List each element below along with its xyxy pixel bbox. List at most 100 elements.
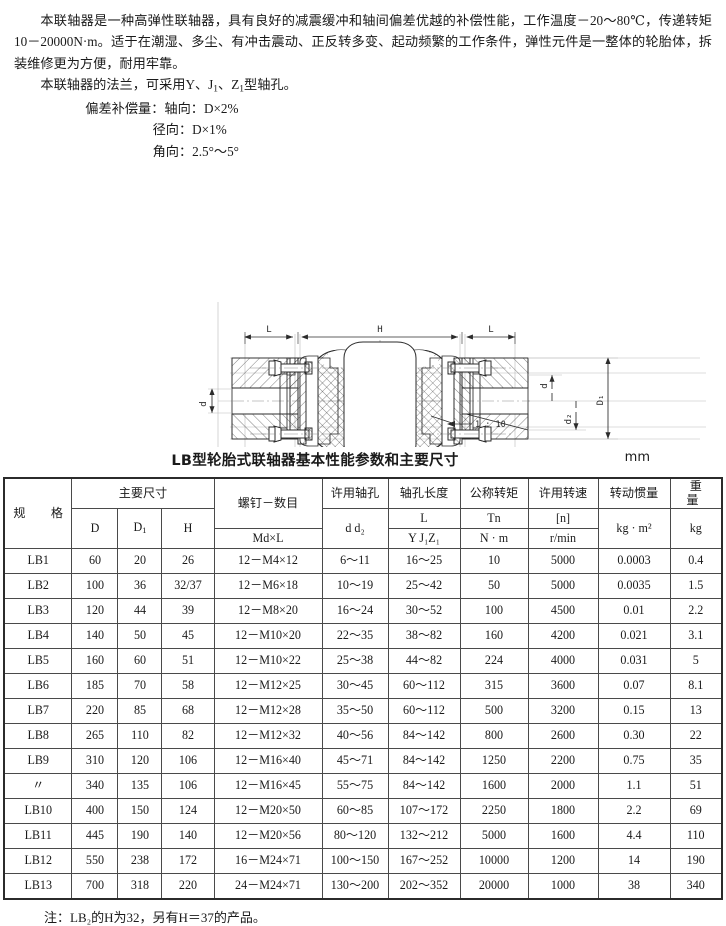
cell-spec: 〃	[2, 773, 73, 800]
cell-borelen: 16～25	[387, 548, 461, 575]
cell-speed: 2600	[527, 723, 599, 750]
table-row: LB9 310 120 106 12－M16×40 45～71 84～142 1250 2200…	[2, 748, 723, 775]
cell-borelen: 84～142	[387, 773, 461, 800]
cell-spec: LB9	[2, 748, 73, 775]
cell-H: 82	[161, 723, 215, 750]
cell-borelen: 30～52	[387, 598, 461, 625]
cell-spec: LB4	[2, 623, 73, 650]
cell-inertia: 0.01	[597, 598, 671, 625]
cell-bore: 10～19	[321, 573, 389, 600]
offset-radial-line: 径向：D×1%	[152, 122, 227, 138]
dimension-D1-right	[528, 357, 618, 440]
cell-borelen: 84～142	[387, 723, 461, 750]
cell-D: 700	[71, 873, 119, 901]
cell-spec: LB1	[2, 548, 73, 575]
table-body: LB1 60 20 26 12－M4×12 6～11 16～25 10 5000 0.0003 0.…	[2, 548, 723, 901]
table-row: LB11 445 190 140 12－M20×56 80～120 132～212 5000 1…	[2, 823, 723, 850]
cell-speed: 3600	[527, 673, 599, 700]
cell-D: 160	[71, 648, 119, 675]
table-row: 〃 340 135 106 12－M16×45 55～75 84～142 1600 2000 1.…	[2, 773, 723, 800]
table-row: LB8 265 110 82 12－M12×32 40～56 84～142 800 2600 0.…	[2, 723, 723, 750]
cell-weight: 51	[669, 773, 723, 800]
cell-speed: 5000	[527, 573, 599, 600]
cell-speed: 1200	[527, 848, 599, 875]
cell-torque: 10	[459, 548, 529, 575]
offset-angular-line: 角向：2.5°～5°	[152, 143, 239, 159]
cell-speed: 2200	[527, 748, 599, 775]
cell-D: 400	[71, 798, 119, 825]
cell-borelen: 38～82	[387, 623, 461, 650]
th-H: H	[161, 508, 215, 550]
cell-D: 340	[71, 773, 119, 800]
cell-weight: 190	[669, 848, 723, 875]
cell-D1: 20	[117, 548, 163, 575]
th-torque: 公称转矩	[459, 477, 529, 510]
table-row: LB13 700 318 220 24－M24×71 130～200 202～352 2000…	[2, 873, 723, 901]
cell-H: 124	[161, 798, 215, 825]
coupling-cross-section-svg: L H L d d d₂ D₁ 1 : 10	[199, 302, 706, 447]
cell-bore: 55～75	[321, 773, 389, 800]
th-inertia: 转动惯量	[597, 477, 671, 510]
th-speed-symbol: [n]	[527, 508, 599, 530]
table-row: LB7 220 85 68 12－M12×28 35～50 60～112 500 3200 0.1…	[2, 698, 723, 725]
cell-screw: 12－M4×12	[213, 548, 323, 575]
cell-D1: 44	[117, 598, 163, 625]
cell-D: 100	[71, 573, 119, 600]
cell-speed: 2000	[527, 773, 599, 800]
cell-borelen: 25～42	[387, 573, 461, 600]
th-allow-bore-symbol: d d₂	[321, 508, 389, 550]
cell-inertia: 0.021	[597, 623, 671, 650]
th-inertia-unit: kg · m²	[597, 508, 671, 550]
cell-inertia: 38	[597, 873, 671, 901]
cell-bore: 130～200	[321, 873, 389, 901]
cell-speed: 4000	[527, 648, 599, 675]
cell-inertia: 0.0003	[597, 548, 671, 575]
cell-borelen: 107～172	[387, 798, 461, 825]
cell-H: 39	[161, 598, 215, 625]
cell-screw: 12－M20×50	[213, 798, 323, 825]
cell-H: 51	[161, 648, 215, 675]
th-speed: 许用转速	[527, 477, 599, 510]
cell-D1: 318	[117, 873, 163, 901]
dim-label-L-right: L	[488, 325, 493, 335]
flange-text-mid: 、Z	[218, 77, 240, 93]
table-row: LB6 185 70 58 12－M12×25 30～45 60～112 315 3600 0.0…	[2, 673, 723, 700]
cell-bore: 40～56	[321, 723, 389, 750]
th-torque-unit: N · m	[459, 528, 529, 550]
cell-weight: 5	[669, 648, 723, 675]
cell-H: 32/37	[161, 573, 215, 600]
table-row: LB12 550 238 172 16－M24×71 100～150 167～252 1000…	[2, 848, 723, 875]
table-row: LB2 100 36 32/37 12－M6×18 10～19 25～42 50 5000 0.0…	[2, 573, 723, 600]
th-weight: 重 量	[669, 477, 723, 510]
table-row: LB1 60 20 26 12－M4×12 6～11 16～25 10 5000 0.0003 0.…	[2, 548, 723, 575]
cell-D1: 36	[117, 573, 163, 600]
cell-bore: 16～24	[321, 598, 389, 625]
cell-speed: 4500	[527, 598, 599, 625]
dimension-d-right	[528, 374, 562, 401]
flange-sub-2: 1	[239, 84, 245, 95]
cell-speed: 1800	[527, 798, 599, 825]
cell-inertia: 0.75	[597, 748, 671, 775]
cell-spec: LB6	[2, 673, 73, 700]
left-shaft	[231, 387, 299, 415]
cell-H: 140	[161, 823, 215, 850]
cell-spec: LB2	[2, 573, 73, 600]
cell-H: 45	[161, 623, 215, 650]
dim-label-d-right: d	[540, 383, 550, 388]
cell-weight: 8.1	[669, 673, 723, 700]
cell-D1: 135	[117, 773, 163, 800]
dim-label-L-left: L	[266, 325, 271, 335]
th-spec: 规 格	[2, 477, 73, 550]
cell-inertia: 0.0035	[597, 573, 671, 600]
cell-borelen: 44～82	[387, 648, 461, 675]
cell-weight: 340	[669, 873, 723, 901]
cell-H: 106	[161, 748, 215, 775]
cell-D: 220	[71, 698, 119, 725]
cell-bore: 45～71	[321, 748, 389, 775]
dim-label-d-left: d	[199, 401, 209, 406]
th-screw-spec: Md×L	[213, 528, 323, 550]
cell-inertia: 0.07	[597, 673, 671, 700]
th-D1: D1	[117, 508, 163, 550]
right-shaft	[461, 387, 529, 415]
cell-inertia: 0.15	[597, 698, 671, 725]
